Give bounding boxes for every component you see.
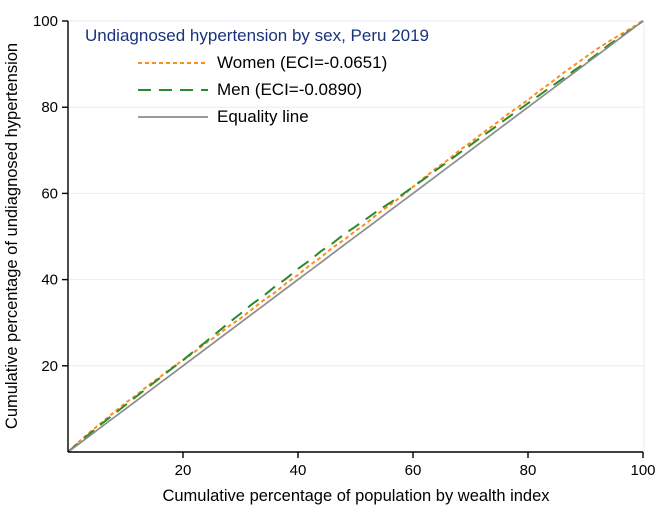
x-tick-label: 40 bbox=[290, 462, 307, 479]
women-dashed-line-sample bbox=[138, 61, 208, 64]
y-tick-label: 60 bbox=[41, 185, 58, 202]
x-tick-label: 60 bbox=[405, 462, 422, 479]
legend-label-equality: Equality line bbox=[217, 106, 309, 126]
series-line-equality bbox=[67, 20, 644, 453]
x-axis-title: Cumulative percentage of population by w… bbox=[162, 487, 550, 505]
legend-item-equality: Equality line bbox=[78, 103, 429, 130]
legend-label-women: Women (ECI=-0.0651) bbox=[217, 52, 388, 72]
y-tick-label: 40 bbox=[41, 272, 58, 289]
men-dashed-line-sample bbox=[138, 88, 208, 91]
chart-title: Undiagnosed hypertension by sex, Peru 20… bbox=[85, 26, 430, 45]
legend-item-men: Men (ECI=-0.0890) bbox=[78, 76, 429, 103]
y-tick-label: 20 bbox=[41, 358, 58, 375]
series-line-men bbox=[67, 20, 644, 453]
x-tick-label: 100 bbox=[630, 462, 655, 479]
x-tick-label: 20 bbox=[175, 462, 192, 479]
equality-line-sample bbox=[138, 115, 208, 118]
y-tick-label: 100 bbox=[33, 13, 58, 30]
legend-label-men: Men (ECI=-0.0890) bbox=[217, 79, 363, 99]
y-tick-label: 80 bbox=[41, 99, 58, 116]
y-axis-title: Cumulative percentage of undiagnosed hyp… bbox=[3, 43, 21, 429]
plot-area: 20 40 60 80 100 20 40 60 80 100 bbox=[33, 13, 656, 479]
legend-item-women: Women (ECI=-0.0651) bbox=[78, 49, 429, 76]
series-line-women bbox=[67, 20, 644, 453]
chart-legend: Undiagnosed hypertension by sex, Peru 20… bbox=[78, 26, 429, 130]
x-tick-label: 80 bbox=[520, 462, 537, 479]
